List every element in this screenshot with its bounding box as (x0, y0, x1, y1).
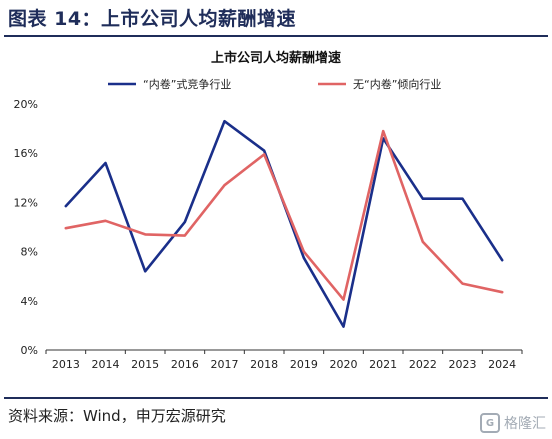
x-tick-label: 2018 (250, 358, 278, 371)
watermark-logo-icon: G (480, 413, 500, 433)
x-tick-label: 2019 (290, 358, 318, 371)
x-tick-label: 2015 (131, 358, 159, 371)
series-layer (64, 119, 504, 328)
x-tick-label: 2022 (409, 358, 437, 371)
y-tick-label: 16% (14, 147, 38, 160)
legend-label-2: 无“内卷”倾向行业 (353, 77, 441, 91)
watermark: G 格隆汇 (480, 413, 546, 433)
x-tick-label: 2024 (488, 358, 516, 371)
figure-title: 图表 14：上市公司人均薪酬增速 (8, 8, 297, 30)
y-tick-label: 20% (14, 98, 38, 111)
x-tick-label: 2014 (92, 358, 120, 371)
series-line-2 (64, 129, 504, 301)
source-note: 资料来源：Wind，申万宏源研究 (8, 407, 226, 425)
watermark-text: 格隆汇 (504, 416, 546, 432)
legend: “内卷”式竞争行业 无“内卷”倾向行业 (108, 77, 441, 91)
line-chart: 上市公司人均薪酬增速 “内卷”式竞争行业 无“内卷”倾向行业 2013 2014 20… (14, 50, 523, 371)
series-line-1 (64, 119, 504, 328)
top-rule (4, 35, 548, 37)
legend-label-1: “内卷”式竞争行业 (143, 77, 231, 91)
x-tick-label: 2013 (52, 358, 80, 371)
y-tick-label: 4% (21, 295, 38, 308)
y-tick-label: 0% (21, 344, 38, 357)
axes: 2013 2014 2015 2016 2017 2018 2019 2020 2021 2022… (14, 98, 523, 371)
x-tick-label: 2017 (211, 358, 239, 371)
x-tick-label: 2020 (330, 358, 358, 371)
chart-title: 上市公司人均薪酬增速 (211, 50, 341, 66)
x-tick-label: 2021 (369, 358, 397, 371)
y-tick-label: 8% (21, 246, 38, 259)
x-tick-label: 2016 (171, 358, 199, 371)
bottom-rule (4, 397, 548, 399)
x-tick-label: 2023 (449, 358, 477, 371)
y-tick-label: 12% (14, 196, 38, 209)
